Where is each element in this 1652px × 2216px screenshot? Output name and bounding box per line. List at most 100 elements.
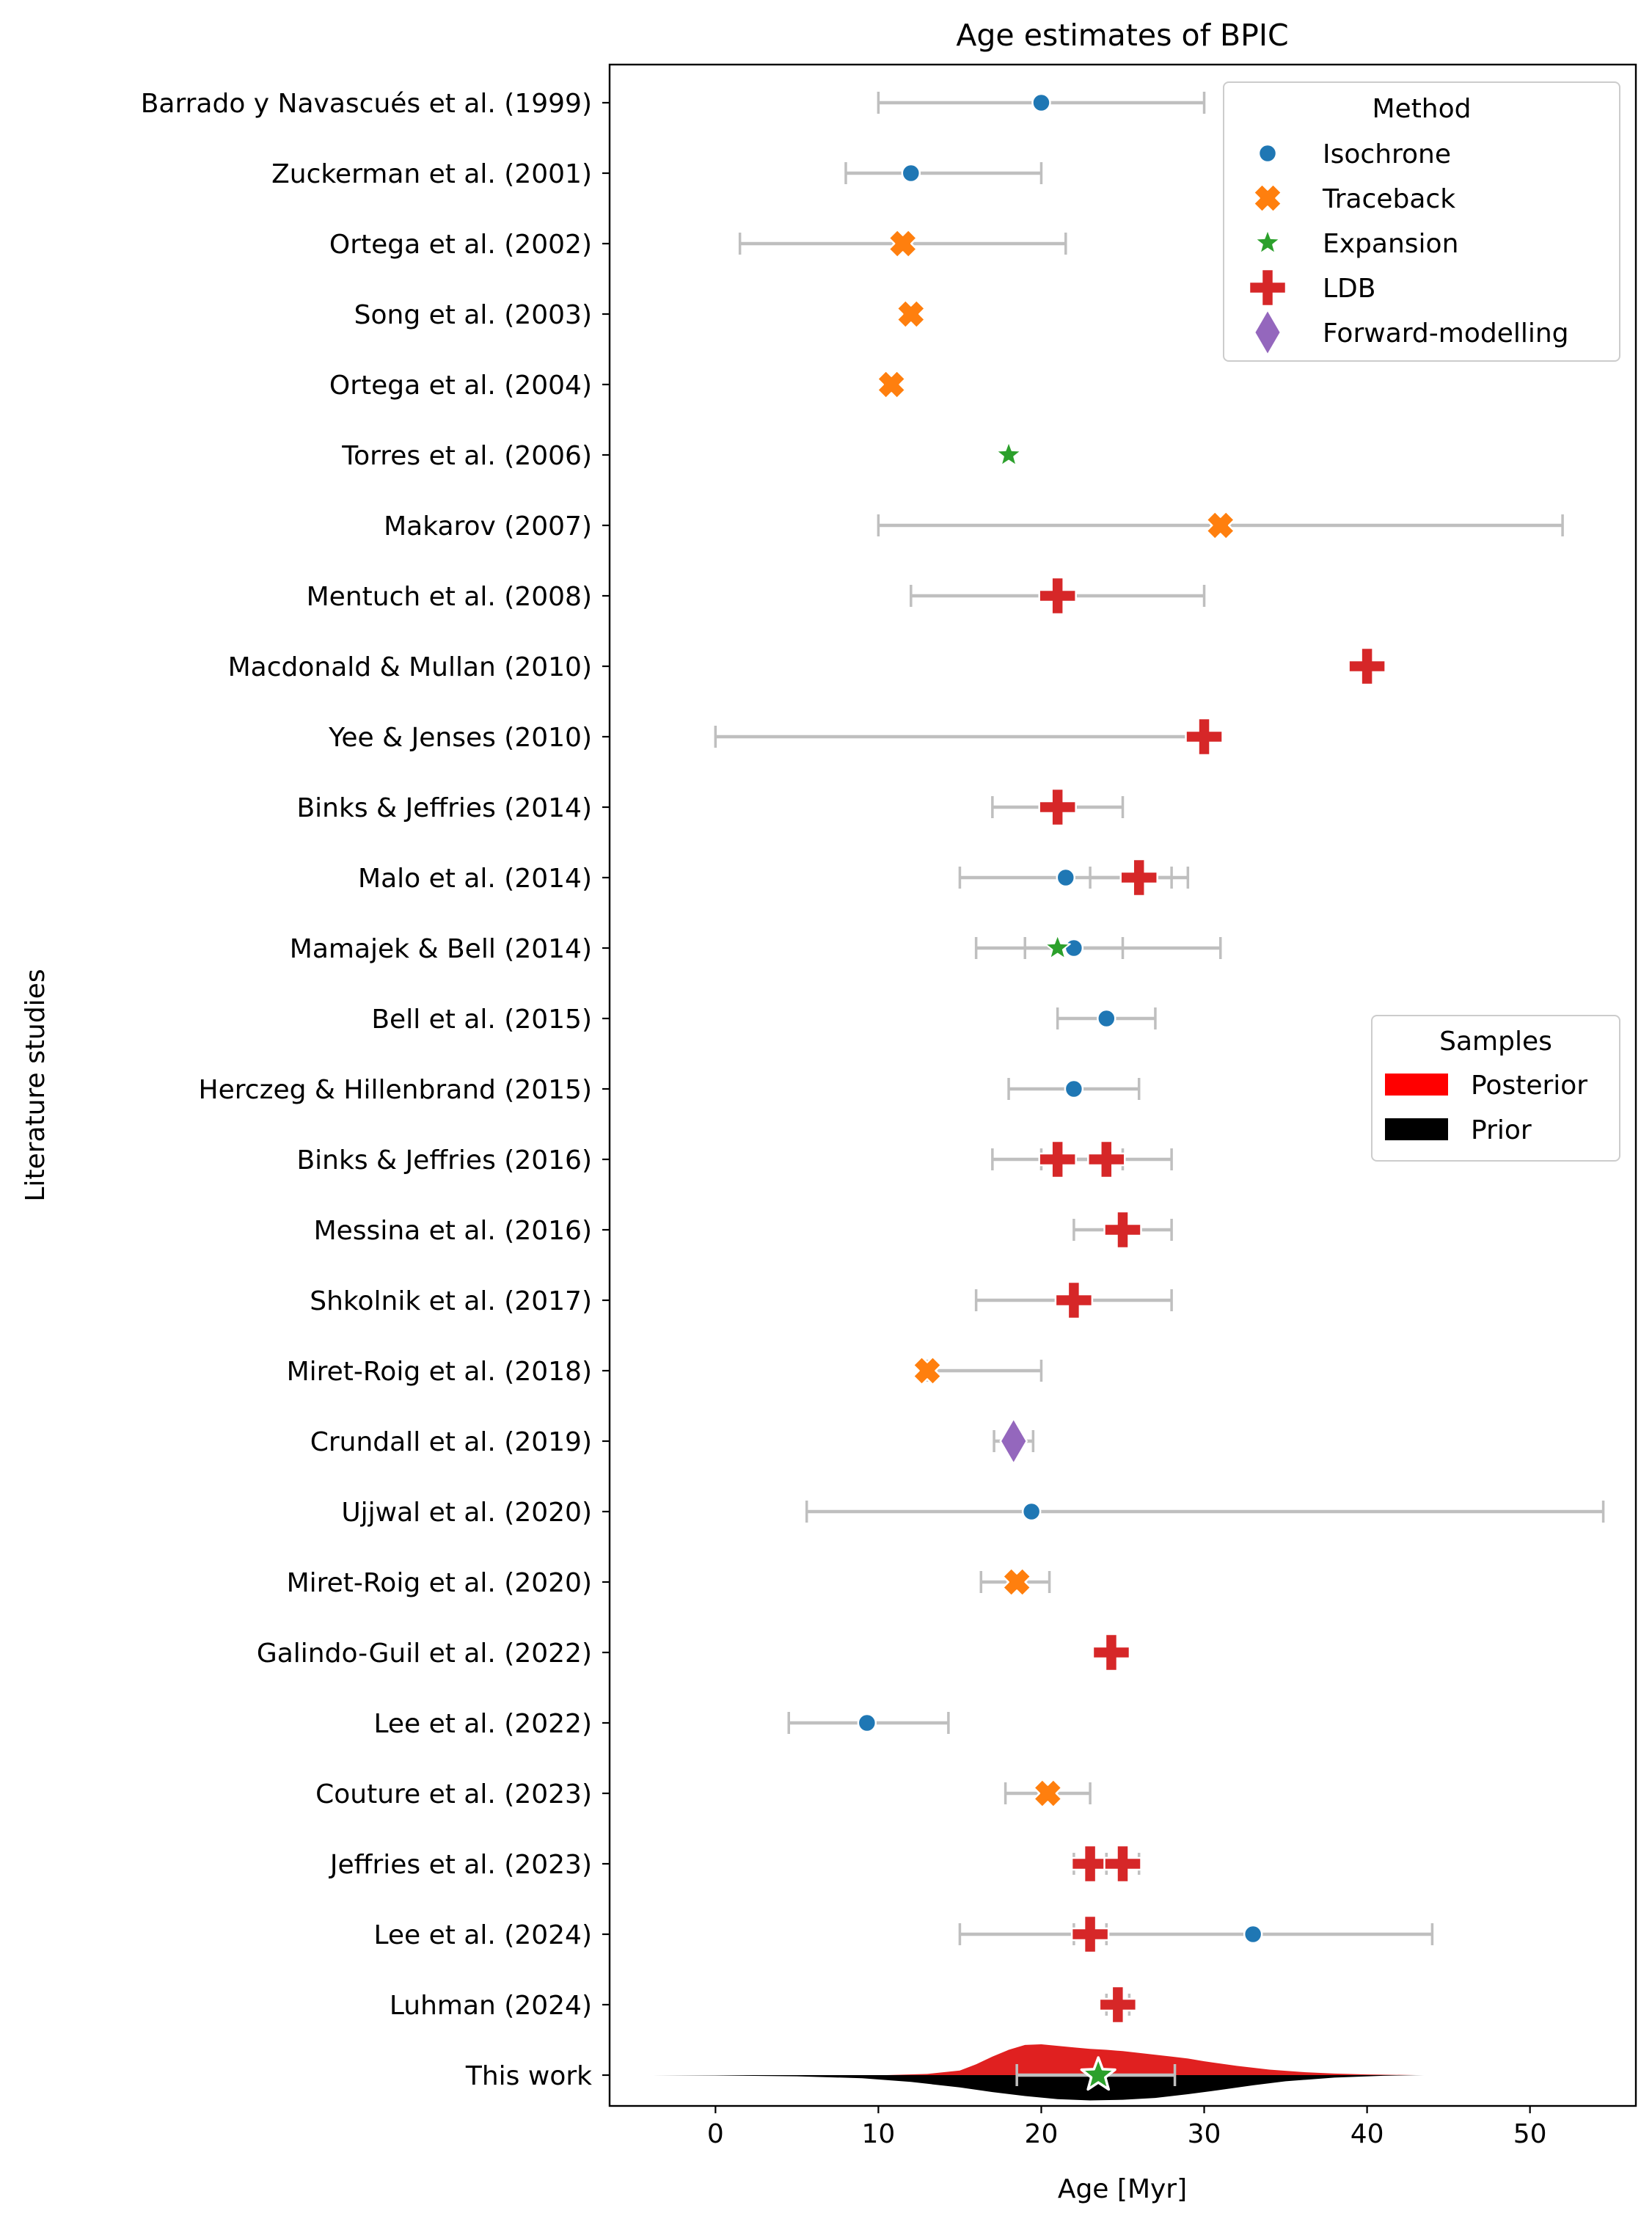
- marker-expansion-this-work-0: [1080, 2056, 1116, 2091]
- y-tick-label-lee-et-al-2022: Lee et al. (2022): [373, 1709, 592, 1739]
- y-tick-label-crundall-et-al-2019: Crundall et al. (2019): [310, 1427, 592, 1457]
- y-tick-label-macdonald-mullan-2010: Macdonald & Mullan (2010): [228, 652, 592, 682]
- y-tick-label-malo-et-al-2014: Malo et al. (2014): [358, 864, 592, 894]
- method-legend-entries: Isochrone Traceback Expansion LDB Forward-mo…: [1248, 139, 1569, 357]
- y-tick-label-bell-et-al-2015: Bell et al. (2015): [371, 1005, 592, 1035]
- marker-isochrone-malo-et-al-2014-0: [1056, 867, 1076, 888]
- y-tick-label-galindo-guil-et-al-2022: Galindo-Guil et al. (2022): [257, 1639, 592, 1669]
- marker-ldb-yee-jenses-2010-0: [1185, 717, 1224, 757]
- y-tick-label-zuckerman-et-al-2001: Zuckerman et al. (2001): [271, 159, 592, 189]
- legend-label-prior: Prior: [1471, 1115, 1532, 1145]
- marker-expansion-mamajek-bell-2014-1: [1044, 934, 1071, 960]
- legend-marker-ldb: [1248, 268, 1287, 307]
- y-tick-label-barrado-y-navascu-s-et-al-1999: Barrado y Navascués et al. (1999): [141, 89, 592, 119]
- y-tick-label-yee-jenses-2010: Yee & Jenses (2010): [328, 723, 592, 753]
- y-tick-label-makarov-2007: Makarov (2007): [384, 511, 592, 542]
- samples-legend-title: Samples: [1439, 1027, 1552, 1057]
- y-tick-label-song-et-al-2003: Song et al. (2003): [354, 300, 592, 330]
- y-tick-label-jeffries-et-al-2023: Jeffries et al. (2023): [329, 1850, 592, 1880]
- y-tick-label-herczeg-hillenbrand-2015: Herczeg & Hillenbrand (2015): [199, 1075, 592, 1105]
- marker-ldb-shkolnik-et-al-2017-0: [1054, 1280, 1094, 1320]
- x-tick-label-50: 50: [1513, 2119, 1547, 2149]
- y-tick-label-torres-et-al-2006: Torres et al. (2006): [341, 441, 592, 471]
- y-tick-label-binks-jeffries-2016: Binks & Jeffries (2016): [296, 1145, 592, 1176]
- legend-marker-traceback: [1252, 183, 1283, 214]
- y-tick-label-messina-et-al-2016: Messina et al. (2016): [314, 1216, 592, 1246]
- marker-isochrone-bell-et-al-2015-0: [1097, 1008, 1116, 1029]
- y-tick-label-lee-et-al-2024: Lee et al. (2024): [373, 1920, 592, 1950]
- x-tick-label-40: 40: [1351, 2119, 1384, 2149]
- marker-traceback-song-et-al-2003-0: [896, 299, 926, 329]
- y-tick-label-this-work: This work: [465, 2061, 592, 2091]
- marker-ldb-luhman-2024-0: [1098, 1985, 1138, 2024]
- legend-swatch-posterior: [1385, 1074, 1448, 1096]
- y-tick-label-binks-jeffries-2014: Binks & Jeffries (2014): [296, 793, 592, 823]
- marker-ldb-binks-jeffries-2014-0: [1038, 787, 1077, 827]
- marker-isochrone-mamajek-bell-2014-0: [1064, 938, 1084, 958]
- marker-traceback-miret-roig-et-al-2020-0: [1001, 1567, 1032, 1597]
- marker-traceback-ortega-et-al-2002-0: [888, 228, 918, 259]
- legend-label-expansion: Expansion: [1323, 229, 1458, 259]
- posterior-violin: [886, 2044, 1417, 2075]
- legend-label-isochrone: Isochrone: [1323, 139, 1451, 170]
- method-legend-box: [1223, 81, 1620, 362]
- samples-legend-entries: Posterior Prior: [1385, 1071, 1587, 1145]
- y-tick-label-ortega-et-al-2004: Ortega et al. (2004): [329, 371, 592, 401]
- method-legend-title: Method: [1372, 94, 1471, 124]
- x-tick-label-10: 10: [861, 2119, 895, 2149]
- marker-ldb-mentuch-et-al-2008-0: [1038, 576, 1077, 616]
- y-tick-label-ujjwal-et-al-2020: Ujjwal et al. (2020): [341, 1498, 592, 1528]
- y-tick-label-miret-roig-et-al-2018: Miret-Roig et al. (2018): [287, 1357, 592, 1387]
- chart-title: Age estimates of BPIC: [956, 18, 1288, 53]
- legend-marker-isochrone: [1257, 143, 1278, 164]
- legend-label-forward-modelling: Forward-modelling: [1323, 318, 1569, 349]
- samples-legend: Samples Posterior Prior: [1371, 1015, 1620, 1162]
- marker-ldb-lee-et-al-2024-1: [1070, 1914, 1110, 1954]
- x-axis-label: Age [Myr]: [1058, 2174, 1187, 2204]
- marker-isochrone-lee-et-al-2024-0: [1243, 1924, 1263, 1945]
- y-tick-label-luhman-2024: Luhman (2024): [390, 1991, 592, 2021]
- marker-ldb-macdonald-mullan-2010-0: [1348, 646, 1386, 686]
- y-tick-label-mentuch-et-al-2008: Mentuch et al. (2008): [307, 582, 592, 612]
- prior-violin: [650, 2075, 1425, 2101]
- markers: [857, 92, 1386, 2091]
- y-tick-label-shkolnik-et-al-2017: Shkolnik et al. (2017): [310, 1286, 592, 1316]
- marker-ldb-jeffries-et-al-2023-0: [1070, 1844, 1110, 1884]
- x-tick-label-0: 0: [707, 2119, 724, 2149]
- x-tick-label-30: 30: [1188, 2119, 1221, 2149]
- legend-marker-expansion: [1254, 229, 1282, 255]
- legend-label-posterior: Posterior: [1471, 1071, 1587, 1101]
- marker-traceback-makarov-2007-0: [1205, 510, 1235, 541]
- samples-violin: [650, 2044, 1425, 2101]
- y-tick-label-mamajek-bell-2014: Mamajek & Bell (2014): [290, 934, 592, 964]
- axes-frame: [608, 63, 1637, 2107]
- legend-label-traceback: Traceback: [1322, 184, 1455, 214]
- method-legend: Method Isochrone Traceback Expansion LDB For…: [1223, 81, 1620, 362]
- x-tick-label-20: 20: [1025, 2119, 1059, 2149]
- x-axis-ticks: 0 10 20 30 40 50: [707, 2106, 1547, 2149]
- marker-ldb-malo-et-al-2014-1: [1119, 858, 1158, 897]
- marker-traceback-couture-et-al-2023-0: [1033, 1778, 1063, 1809]
- marker-ldb-binks-jeffries-2016-0: [1038, 1140, 1077, 1179]
- y-tick-label-miret-roig-et-al-2020: Miret-Roig et al. (2020): [287, 1568, 592, 1598]
- y-tick-label-couture-et-al-2023: Couture et al. (2023): [315, 1779, 592, 1809]
- marker-isochrone-ujjwal-et-al-2020-0: [1021, 1501, 1042, 1522]
- marker-traceback-miret-roig-et-al-2018-0: [912, 1355, 943, 1386]
- marker-ldb-messina-et-al-2016-0: [1103, 1210, 1142, 1250]
- marker-forward-modelling-crundall-et-al-2019-0: [999, 1416, 1028, 1466]
- marker-ldb-jeffries-et-al-2023-1: [1103, 1844, 1142, 1884]
- marker-isochrone-herczeg-hillenbrand-2015-0: [1064, 1079, 1084, 1099]
- marker-isochrone-lee-et-al-2022-0: [857, 1713, 877, 1733]
- marker-expansion-torres-et-al-2006-0: [995, 441, 1023, 467]
- legend-label-ldb: LDB: [1323, 274, 1375, 304]
- marker-ldb-galindo-guil-et-al-2022-0: [1092, 1633, 1131, 1672]
- y-axis-label: Literature studies: [21, 969, 51, 1201]
- legend-marker-forward-modelling: [1253, 307, 1282, 357]
- marker-isochrone-zuckerman-et-al-2001-0: [901, 163, 921, 183]
- marker-isochrone-barrado-y-navascu-s-et-al-1999-0: [1031, 92, 1051, 113]
- y-tick-label-ortega-et-al-2002: Ortega et al. (2002): [329, 230, 592, 260]
- legend-swatch-prior: [1385, 1118, 1448, 1140]
- y-axis-ticks: Barrado y Navascués et al. (1999) Zuckerm…: [141, 89, 610, 2091]
- marker-ldb-binks-jeffries-2016-1: [1087, 1140, 1126, 1179]
